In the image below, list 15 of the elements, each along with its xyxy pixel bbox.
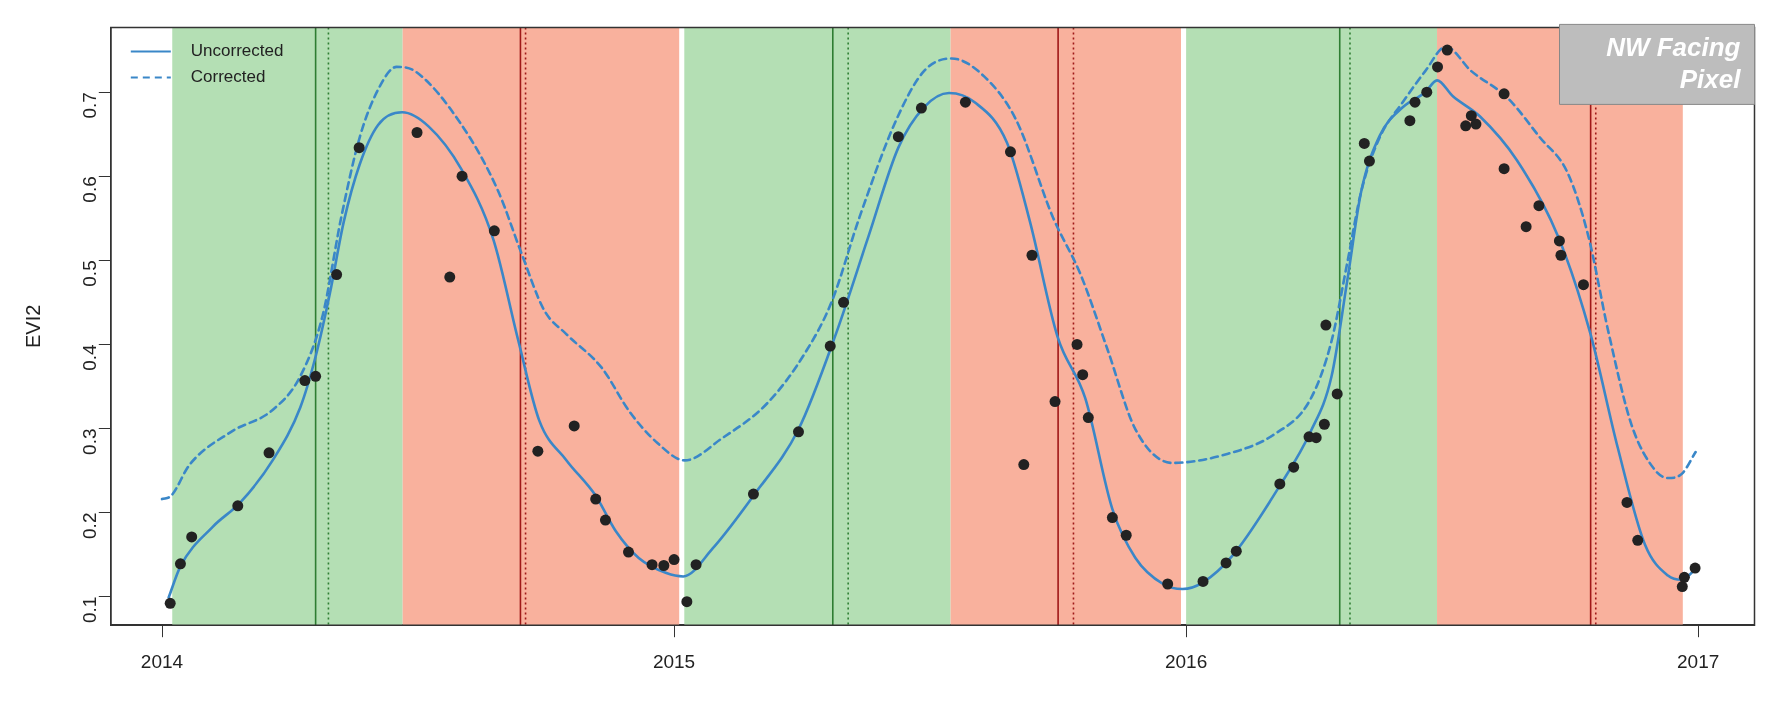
legend-label: Uncorrected — [190, 41, 284, 61]
y-tick-label: 0.6 — [79, 176, 101, 203]
x-tick-label: 2017 — [1677, 650, 1720, 672]
y-axis-title: EVI2 — [21, 304, 44, 348]
y-tick-label: 0.3 — [79, 428, 101, 455]
annotation: NW Facing Pixel — [1606, 31, 1742, 94]
x-tick-label: 2016 — [1164, 650, 1208, 672]
y-tick-label: 0.5 — [79, 260, 101, 287]
y-tick-label: 0.1 — [79, 596, 101, 624]
y-tick-label: 0.2 — [79, 512, 101, 539]
x-tick-label: 2014 — [140, 650, 184, 672]
y-tick-label: 0.7 — [79, 92, 101, 119]
y-tick-label: 0.4 — [79, 343, 101, 371]
x-tick-label: 2015 — [652, 650, 696, 672]
legend-label: Corrected — [190, 67, 266, 87]
